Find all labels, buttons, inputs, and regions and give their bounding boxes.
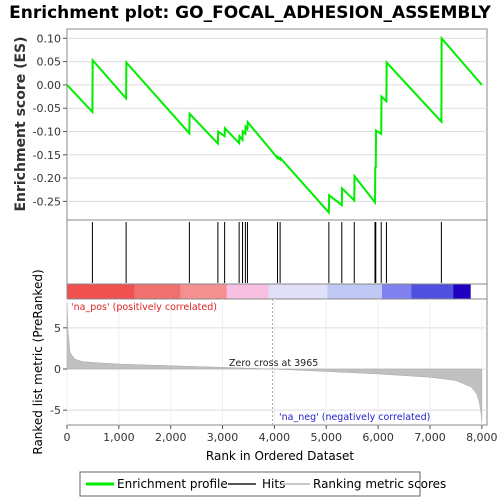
metric-y-axis-label: Ranked list metric (PreRanked) <box>31 269 45 454</box>
x-tick-label: 8,000 <box>466 431 498 444</box>
es-tick-label: -0.10 <box>33 125 61 138</box>
x-tick-label: 7,000 <box>414 431 446 444</box>
es-y-axis: 0.10 0.05 0.00 -0.05 -0.10 -0.15 -0.20 -0.25 <box>33 32 67 208</box>
es-y-axis-label: Enrichment score (ES) <box>13 36 29 211</box>
rank-heatmap-strip <box>67 284 471 299</box>
chart-title: Enrichment plot: GO_FOCAL_ADHESION_ASSEM… <box>9 3 491 23</box>
pos-correlated-label: 'na_pos' (positively correlated) <box>71 302 217 313</box>
metric-y-tick-label: 0 <box>54 363 61 376</box>
heatmap-segment <box>411 284 454 299</box>
es-tick-label: -0.20 <box>33 172 61 185</box>
metric-plot-frame <box>66 298 488 426</box>
x-tick-label: 0 <box>64 431 71 444</box>
es-tick-label: 0.10 <box>37 32 62 45</box>
legend-metric-label: Ranking metric scores <box>313 477 446 491</box>
hits-marks <box>91 222 442 283</box>
es-tick-label: -0.15 <box>33 149 61 162</box>
x-tick-label: 2,000 <box>155 431 187 444</box>
metric-y-axis: 5 0 -5 <box>50 322 67 417</box>
heatmap-segment <box>327 284 383 299</box>
metric-y-tick-label: -5 <box>50 404 61 417</box>
neg-correlated-label: 'na_neg' (negatively correlated) <box>279 412 430 423</box>
legend-hits-label: Hits <box>262 477 285 491</box>
x-tick-label: 3,000 <box>207 431 239 444</box>
ranking-metric-area <box>66 303 483 423</box>
x-tick-label: 6,000 <box>362 431 394 444</box>
es-tick-label: -0.25 <box>33 195 61 208</box>
hits-frame <box>66 219 488 285</box>
es-grid <box>67 37 487 202</box>
heatmap-segment <box>180 284 228 299</box>
zero-cross-label: Zero cross at 3965 <box>229 358 318 369</box>
legend: Enrichment profile Hits Ranking metric s… <box>79 471 446 497</box>
x-tick-label: 4,000 <box>259 431 291 444</box>
es-plot-frame <box>66 28 488 221</box>
heatmap-segment <box>226 284 270 299</box>
es-tick-label: -0.05 <box>33 102 61 115</box>
heatmap-segment <box>382 284 412 299</box>
enrichment-profile-line <box>66 35 483 216</box>
heatmap-segment <box>453 284 471 299</box>
metric-x-axis: 0 1,000 2,000 3,000 4,000 5,000 6,000 7,000 8,00… <box>64 425 498 444</box>
heatmap-segment <box>268 284 328 299</box>
es-tick-label: 0.05 <box>37 56 62 69</box>
heatmap-segment <box>67 284 135 299</box>
x-tick-label: 5,000 <box>311 431 343 444</box>
es-tick-label: 0.00 <box>37 79 62 92</box>
legend-es-label: Enrichment profile <box>117 477 228 491</box>
metric-y-tick-label: 5 <box>54 322 61 335</box>
x-tick-label: 1,000 <box>103 431 135 444</box>
heatmap-segment <box>134 284 181 299</box>
metric-x-axis-label: Rank in Ordered Dataset <box>206 449 354 463</box>
